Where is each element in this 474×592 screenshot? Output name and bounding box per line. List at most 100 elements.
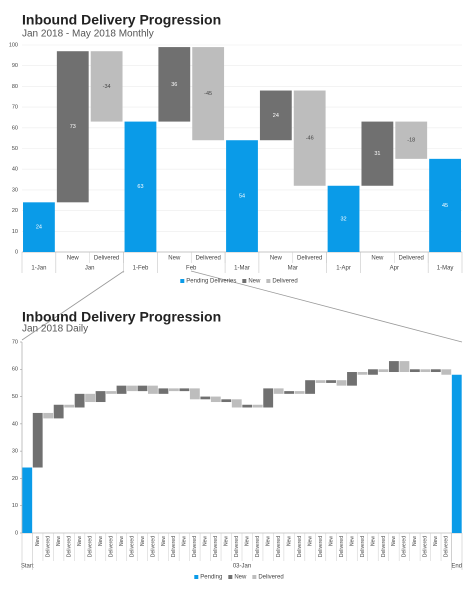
bar [90,51,123,122]
x-tick-label: New [168,256,181,262]
x-tick-label: Delivered [318,536,324,557]
x-tick-label: New [56,536,62,546]
legend-swatch [194,575,199,579]
bar [192,47,225,141]
x-tick-label: Delivered [381,536,387,557]
bar [429,158,461,252]
y-tick-label: 80 [12,84,18,90]
bar [127,385,137,392]
y-tick-label: 60 [12,125,18,131]
bar [430,369,441,373]
bar [451,374,462,533]
data-label: 73 [70,124,76,130]
bar [23,202,55,252]
bar [388,361,399,373]
x-tick-label: Delivered [399,256,424,262]
bar [441,369,452,375]
legend-label: Delivered [272,279,297,285]
legend-label: New [248,279,261,285]
bar [74,393,85,408]
chart-title: Inbound Delivery Progression [22,309,221,325]
data-label: 45 [442,203,448,209]
x-tick-label: 1-Mar [234,266,250,272]
data-label: 31 [374,151,380,157]
x-tick-label: 1-May [437,266,454,272]
x-tick-label: Delivered [276,536,282,557]
x-tick-label: Delivered [234,536,240,557]
x-tick-label: New [203,536,209,546]
x-tick-label: New [328,536,334,546]
bar [327,185,360,252]
y-tick-label: 20 [12,476,18,482]
x-tick-label: Delivered [94,256,119,262]
y-tick-label: 70 [12,339,18,345]
legend-swatch [180,279,185,283]
bar [168,388,179,392]
bar [56,51,89,203]
x-tick-label: New [245,536,251,546]
bar [399,361,410,373]
x-tick-label: Delivered [444,536,450,557]
data-label: 24 [36,225,42,231]
x-tick-label: New [140,536,146,546]
y-tick-label: 100 [9,42,18,48]
x-tick-label: New [412,536,418,546]
bar [210,396,221,403]
x-tick-label: New [98,536,104,546]
bar [395,121,428,159]
bar [189,388,200,400]
x-tick-label: New [286,536,292,546]
legend-label: Pending Deliveries [186,279,236,285]
bar [315,380,326,383]
bar [361,121,394,186]
x-tick-label: New [266,536,272,546]
legend-swatch [228,575,233,579]
x-tick-label: Delivered [255,536,261,557]
chart-title: Inbound Delivery Progression [22,12,221,28]
chart-subtitle: Jan 2018 Daily [22,324,88,335]
bar [336,380,347,386]
x-tick-label: Start [21,564,34,570]
x-tick-label: Delivered [423,536,429,557]
bar [378,369,389,373]
bar [347,372,357,386]
bar [259,90,292,141]
y-tick-label: 70 [12,105,18,111]
x-tick-label: New [119,536,125,546]
group-label: Feb [186,266,197,272]
x-tick-label: New [161,536,167,546]
y-tick-label: 50 [12,146,18,152]
bar [95,391,106,403]
group-label: Mar [288,266,298,272]
y-tick-label: 30 [12,449,18,455]
y-tick-label: 50 [12,394,18,400]
bar [158,388,169,394]
bar [273,388,284,394]
x-tick-label: Delivered [297,536,303,557]
x-tick-label: New [35,536,41,546]
data-label: 63 [137,184,143,190]
zoom-line [21,270,125,341]
data-label: 32 [340,216,346,222]
y-tick-label: 10 [12,503,18,509]
data-label: -46 [306,136,314,142]
bar [85,393,96,403]
group-label: Jan [85,266,95,272]
x-tick-label: New [370,536,376,546]
group-label: Apr [390,266,399,272]
x-tick-label: Delivered [195,256,220,262]
bar [200,396,211,400]
bar [293,90,326,186]
data-label: -18 [407,138,415,144]
data-label: -45 [204,91,212,97]
x-tick-label: Delivered [360,536,366,557]
x-tick-label: New [391,536,397,546]
bar [252,404,263,408]
bar [284,391,295,394]
x-tick-label: New [307,536,313,546]
x-tick-label: Delivered [339,536,345,557]
bar [357,372,368,375]
bar [53,404,64,419]
x-tick-label: New [77,536,83,546]
y-tick-label: 40 [12,421,18,427]
